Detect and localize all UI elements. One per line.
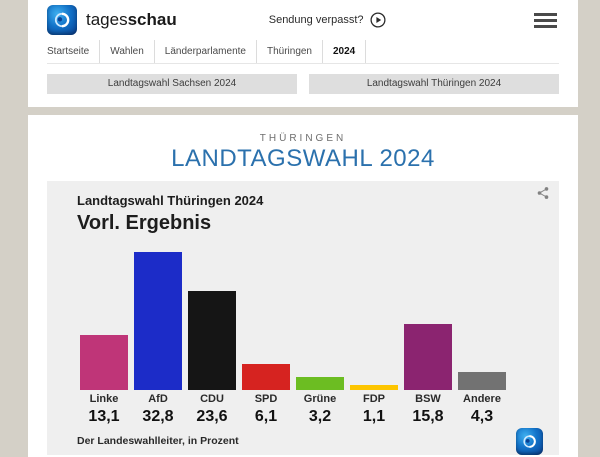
share-icon[interactable] [536,186,550,200]
play-circle-icon[interactable] [370,12,386,28]
bar-fdp [350,385,398,390]
bar-bsw [404,324,452,390]
chart-values-row: 13,1 32,8 23,6 6,1 3,2 1,1 15,8 4,3 [77,407,509,426]
tagesschau-watermark-icon [516,428,543,455]
bar-andere [458,372,506,390]
breadcrumb-item-startseite[interactable]: Startseite [47,40,101,63]
chart-subtitle: Vorl. Ergebnis [77,212,212,234]
bar-column-bsw [401,324,455,390]
hamburger-menu-icon[interactable] [532,9,559,32]
site-header: tagesschau Sendung verpasst? Startseite W… [28,0,578,107]
tagesschau-logo-icon[interactable] [47,5,77,35]
bar-value-spd: 6,1 [254,408,278,425]
bar-label-afd: AfD [148,393,168,405]
brand-wordmark[interactable]: tagesschau [86,10,177,30]
election-tabs-row: Landtagswahl Sachsen 2024 Landtagswahl Th… [47,64,559,107]
breadcrumb-item-thüringen[interactable]: Thüringen [257,40,323,63]
bar-column-linke [77,335,131,390]
chart-names-row: Linke AfD CDU SPD Grüne FDP BSW Andere [77,393,509,406]
main-content: THÜRINGEN LANDTAGSWAHL 2024 Landtagswahl… [28,115,578,457]
bar-column-fdp [347,385,401,390]
bar-linke [80,335,128,390]
bar-value-grüne: 3,2 [308,408,332,425]
bar-cdu [188,291,236,390]
bar-spd [242,364,290,390]
election-tab-0[interactable]: Landtagswahl Sachsen 2024 [47,74,297,94]
bar-label-grüne: Grüne [303,393,337,405]
bar-label-fdp: FDP [363,393,385,405]
bar-column-afd [131,252,185,390]
bar-label-spd: SPD [254,393,278,405]
bar-column-andere [455,372,509,390]
bar-label-cdu: CDU [200,393,224,405]
bar-label-andere: Andere [463,393,501,405]
breadcrumb-item-2024[interactable]: 2024 [323,40,367,63]
brand-word-regular: tages [86,10,128,29]
breadcrumb-item-wahlen[interactable]: Wahlen [100,40,155,63]
chart-bars-row [77,251,509,390]
bar-grüne [296,377,344,390]
bar-chart: Linke AfD CDU SPD Grüne FDP BSW Andere 13,1 32,8… [77,251,509,426]
election-tab-1[interactable]: Landtagswahl Thüringen 2024 [309,74,559,94]
bar-column-cdu [185,291,239,390]
brand-word-bold: schau [127,10,177,29]
page-title: LANDTAGSWAHL 2024 [171,145,435,172]
bar-afd [134,252,182,390]
bar-label-bsw: BSW [415,393,441,405]
header-top-row: tagesschau Sendung verpasst? [47,0,559,40]
bar-value-afd: 32,8 [142,408,174,425]
sendung-verpasst-link[interactable]: Sendung verpasst? [269,12,386,28]
results-chart-card: Landtagswahl Thüringen 2024 Vorl. Ergebn… [47,181,559,455]
breadcrumb: Startseite Wahlen Länderparlamente Thüringe… [47,40,559,64]
page-kicker: THÜRINGEN [259,133,347,144]
bar-value-andere: 4,3 [470,408,494,425]
bar-label-linke: Linke [89,393,119,405]
bar-value-cdu: 23,6 [196,408,228,425]
globe-icon [54,12,70,28]
bar-value-bsw: 15,8 [412,408,444,425]
chart-title: Landtagswahl Thüringen 2024 [77,193,264,208]
bar-value-linke: 13,1 [88,408,120,425]
chart-source-note: Der Landeswahlleiter, in Prozent [77,435,239,447]
bar-value-fdp: 1,1 [362,408,386,425]
bar-column-grüne [293,377,347,390]
breadcrumb-item-länderparlamente[interactable]: Länderparlamente [155,40,257,63]
sendung-verpasst-label: Sendung verpasst? [268,14,364,26]
content-column: tagesschau Sendung verpasst? Startseite W… [28,0,578,457]
bar-column-spd [239,364,293,390]
